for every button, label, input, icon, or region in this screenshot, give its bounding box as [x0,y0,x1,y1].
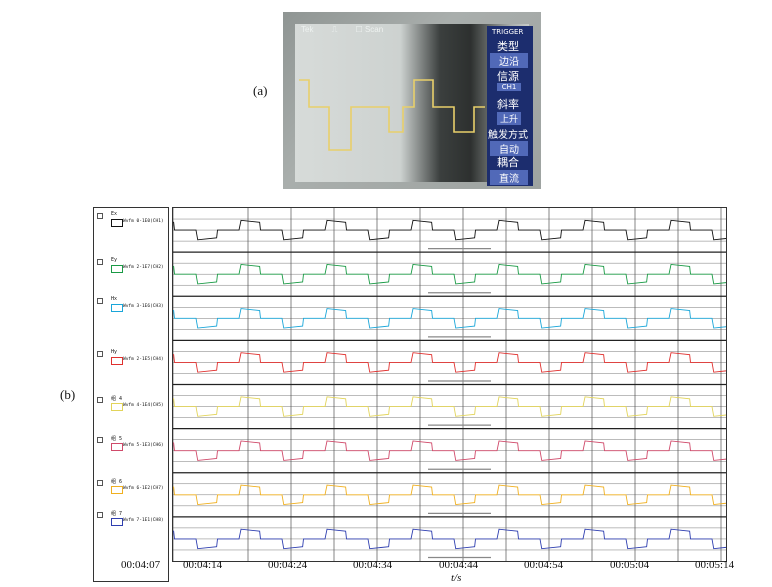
channel-name: Ex [111,211,118,217]
x-axis-label: t/s [451,572,462,584]
waveform-icon [111,403,123,411]
time-tick-label: 00:04:54 [524,559,564,571]
figure-label-a: (a) [253,83,268,98]
menu-mode-value[interactable]: 自动 [490,141,528,156]
trigger-menu: TRIGGER 类型 边沿 信源 CH1 斜率 上升 触发方式 自动 耦合 直流 [487,26,533,186]
scope-header: Tek ⎍ ☐ Scan [301,25,415,35]
tree-collapse-icon[interactable] [97,512,103,518]
start-time-label: 00:04:07 [121,559,161,571]
menu-slope-value[interactable]: 上升 [497,112,521,125]
channel-name: Hx [111,296,118,302]
scope-scan-label: ☐ Scan [355,25,384,34]
waveform-icon [111,304,123,312]
waveform-plot-svg [152,208,772,561]
waveform-icon [111,219,123,227]
menu-coupling-value[interactable]: 直流 [490,170,528,185]
channel-waveform [152,484,772,506]
channel-item[interactable]: Hx Wvfm 3-1E6(CH3) [94,296,168,326]
channel-name: 组 4 [111,396,123,402]
channel-item[interactable]: 组 6 Wvfm 6-1E2(CH7) [94,478,168,508]
channel-description: Wvfm 7-1E1(CH8) [123,518,164,523]
waveform-icon [111,357,123,365]
channel-item[interactable]: Hy Wvfm 2-1E5(CH4) [94,349,168,379]
channel-description: Wvfm 2-1E7(CH2) [123,265,164,270]
channel-description: Wvfm 2-1E5(CH4) [123,357,164,362]
channel-waveform [152,219,772,241]
channel-description: Wvfm 0-1E0(CH1) [123,219,164,224]
menu-mode-label: 触发方式 [488,130,528,141]
time-tick-label: 00:05:14 [695,559,735,571]
menu-coupling-label: 耦合 [497,156,519,169]
tree-collapse-icon[interactable] [97,397,103,403]
waveform-icon [111,443,123,451]
time-tick-label: 00:04:34 [353,559,393,571]
channel-waveform [152,528,772,550]
tree-collapse-icon[interactable] [97,213,103,219]
menu-type-value[interactable]: 边沿 [490,53,528,68]
waveform-icon [111,518,123,526]
scope-trigger-icon: ⎍ [331,25,338,34]
channel-name: 组 7 [111,511,123,517]
channel-description: Wvfm 6-1E2(CH7) [123,486,164,491]
waveform-plot [152,207,772,562]
channel-item[interactable]: 组 7 Wvfm 7-1E1(CH8) [94,510,168,540]
time-tick-label: 00:04:24 [268,559,308,571]
tree-collapse-icon[interactable] [97,259,103,265]
time-tick-label: 00:04:14 [183,559,223,571]
waveform-icon [111,486,123,494]
tree-collapse-icon[interactable] [97,437,103,443]
oscilloscope-photo: Tek ⎍ ☐ Scan TRIGGER 类型 边沿 信源 CH1 斜率 上升 … [283,12,541,189]
tree-collapse-icon[interactable] [97,298,103,304]
channel-name: Hy [111,349,118,355]
channel-item[interactable]: Ey Wvfm 2-1E7(CH2) [94,257,168,287]
channel-waveform [152,352,772,373]
menu-source-label: 信源 [497,70,519,83]
channel-list-panel: Ex Wvfm 0-1E0(CH1) Ey Wvfm 2-1E7(CH2) Hx Wvfm… [93,207,169,582]
menu-type-label: 类型 [497,40,519,53]
channel-item[interactable]: Ex Wvfm 0-1E0(CH1) [94,211,168,241]
menu-source-value[interactable]: CH1 [497,83,521,91]
scope-trace-path [299,79,485,151]
channel-waveform [152,440,772,461]
channel-waveform [152,308,772,329]
channel-waveform [152,396,772,417]
waveform-icon [111,265,123,273]
time-tick-label: 00:05:04 [610,559,650,571]
trigger-menu-title: TRIGGER [492,28,524,36]
tree-collapse-icon[interactable] [97,480,103,486]
scope-waveform [299,79,485,151]
time-tick-label: 00:04:44 [439,559,479,571]
channel-item[interactable]: 组 5 Wvfm 5-1E3(CH6) [94,435,168,465]
channel-name: 组 5 [111,436,123,442]
channel-description: Wvfm 5-1E3(CH6) [123,443,164,448]
channel-description: Wvfm 4-1E4(CH5) [123,403,164,408]
scope-brand: Tek [301,25,314,34]
channel-waveform [152,263,772,285]
channel-name: 组 6 [111,479,123,485]
scope-scan-text: Scan [364,25,384,34]
channel-description: Wvfm 3-1E6(CH3) [123,304,164,309]
tree-collapse-icon[interactable] [97,351,103,357]
channel-item[interactable]: 组 4 Wvfm 4-1E4(CH5) [94,395,168,425]
menu-slope-label: 斜率 [497,98,519,111]
channel-name: Ey [111,257,118,263]
figure-label-b: (b) [60,387,76,402]
